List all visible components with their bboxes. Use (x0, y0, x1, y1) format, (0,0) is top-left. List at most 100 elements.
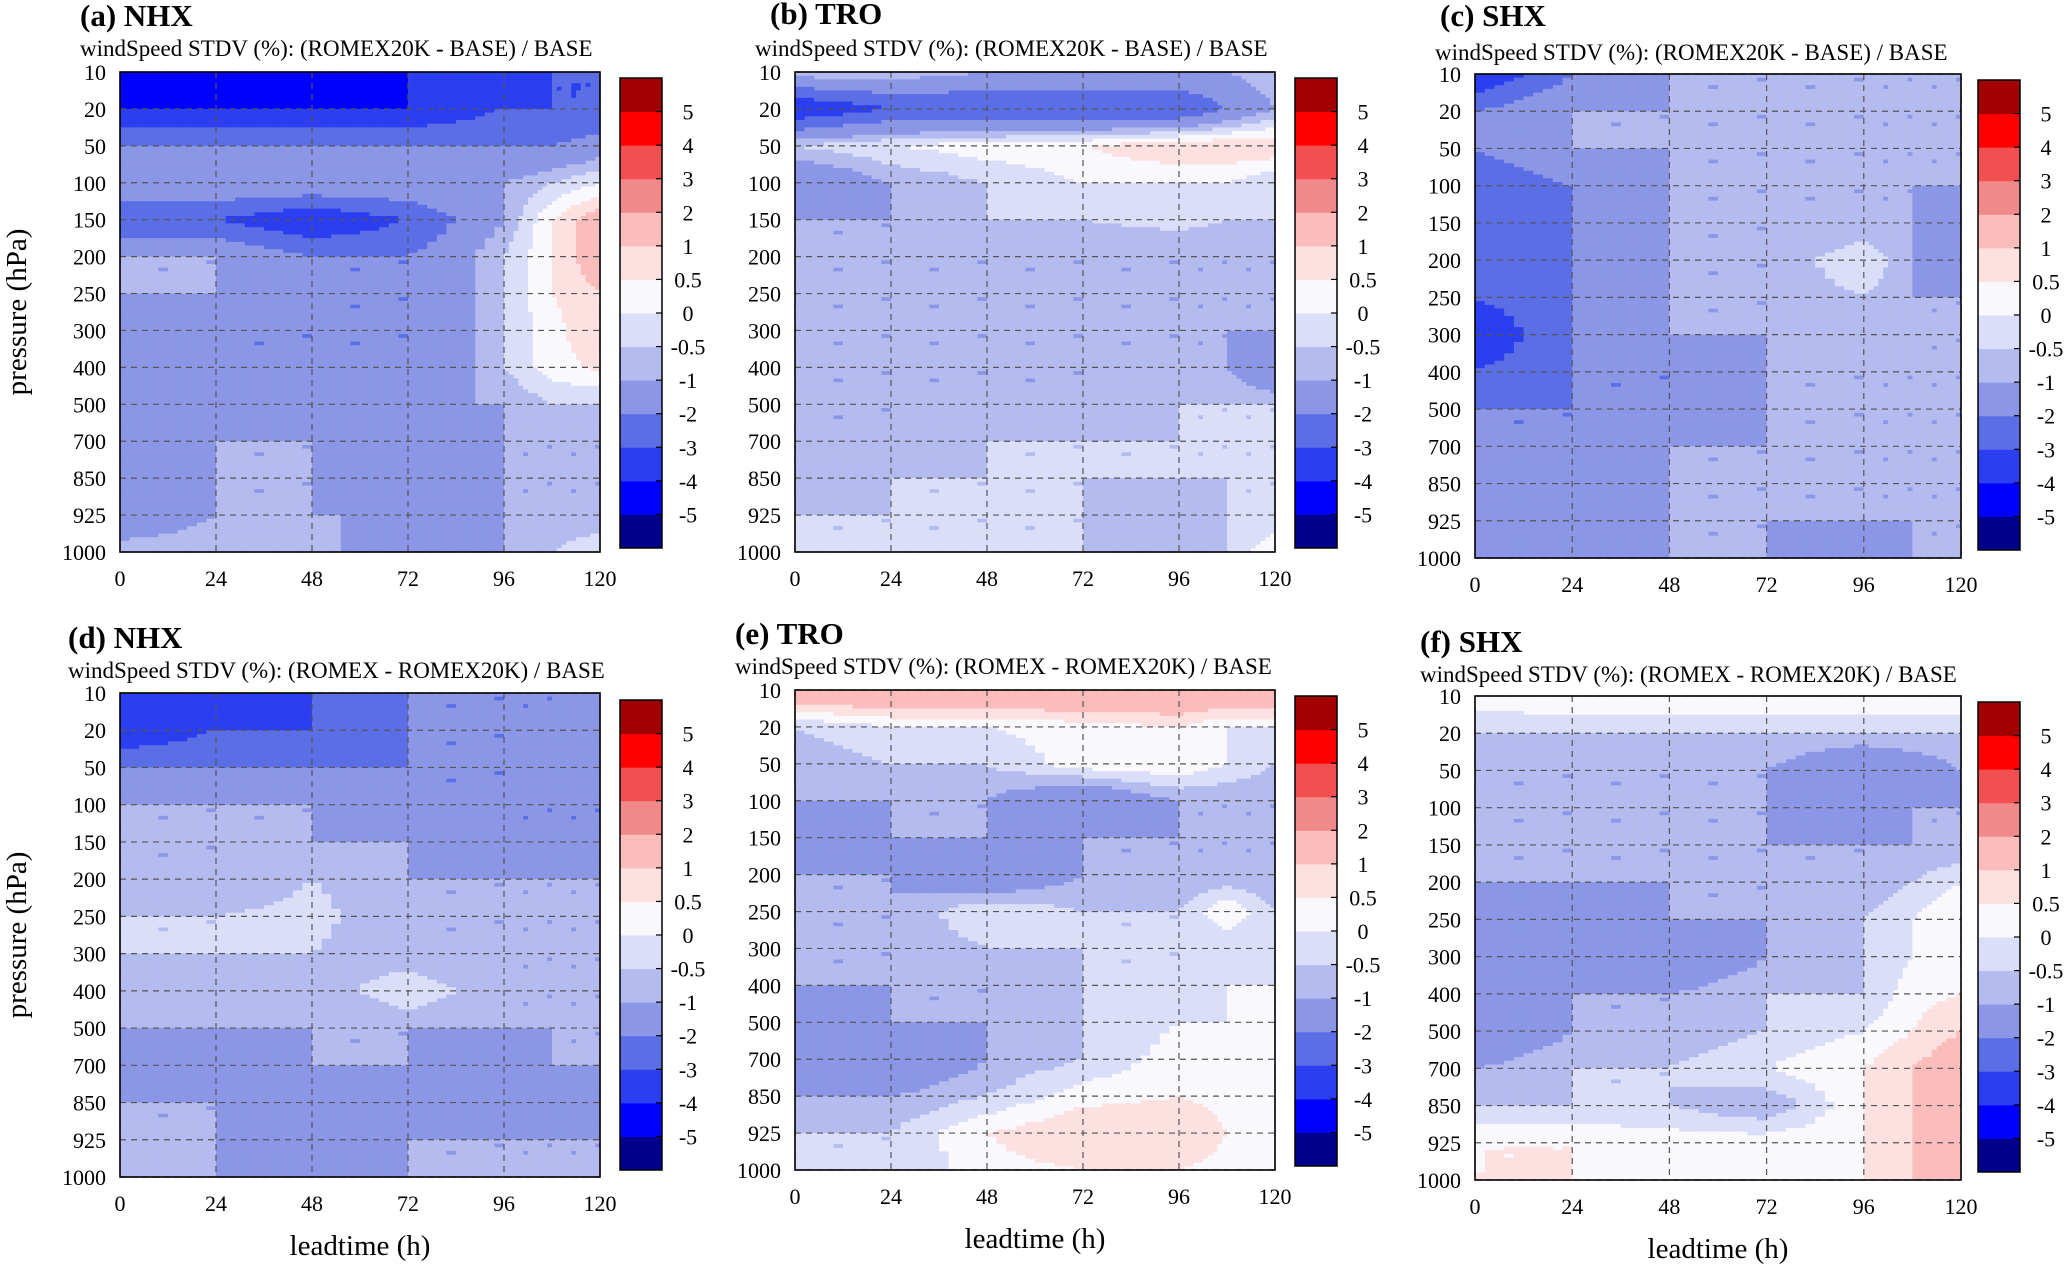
contour-cell (509, 164, 514, 168)
contour-cell (130, 79, 140, 83)
contour-cell (504, 205, 509, 209)
contour-cell (216, 109, 226, 113)
contour-cell (557, 260, 562, 264)
contour-cell (494, 83, 504, 87)
contour-cell (504, 279, 509, 283)
contour-cell (518, 153, 523, 157)
contour-cell (216, 353, 226, 357)
contour-cell (187, 316, 197, 320)
contour-cell (485, 135, 495, 139)
contour-cell (547, 223, 552, 227)
contour-cell (149, 238, 159, 242)
contour-cell (571, 227, 576, 231)
contour-cell (389, 113, 399, 117)
contour-cell (538, 138, 543, 142)
contour-cell (341, 301, 351, 305)
contour-cell (418, 312, 428, 316)
contour-cell (518, 301, 523, 305)
contour-cell (523, 116, 528, 120)
contour-cell (254, 312, 264, 316)
contour-cell (216, 386, 226, 390)
contour-cell (581, 164, 586, 168)
contour-cell (274, 201, 284, 205)
contour-cell (494, 353, 504, 357)
contour-cell (187, 205, 197, 209)
contour-cell (197, 161, 207, 165)
contour-cell (586, 345, 591, 349)
contour-cell (178, 164, 188, 168)
contour-cell (542, 168, 547, 172)
contour-cell (168, 90, 178, 94)
contour-cell (590, 124, 595, 128)
contour-cell (590, 242, 595, 246)
contour-cell (562, 138, 567, 142)
contour-cell (350, 175, 360, 179)
contour-cell (197, 316, 207, 320)
contour-cell (168, 286, 178, 290)
contour-cell (576, 157, 581, 161)
contour-cell (322, 297, 332, 301)
contour-cell (485, 282, 495, 286)
contour-cell (235, 342, 245, 346)
contour-cell (168, 390, 178, 394)
contour-cell (226, 234, 236, 238)
contour-cell (168, 116, 178, 120)
contour-cell (523, 194, 528, 198)
contour-cell (456, 90, 466, 94)
contour-cell (552, 286, 557, 290)
contour-cell (437, 330, 447, 334)
contour-cell (446, 223, 456, 227)
contour-cell (226, 113, 236, 117)
contour-cell (216, 157, 226, 161)
contour-cell (518, 242, 523, 246)
contour-cell (538, 146, 543, 150)
contour-cell (283, 94, 293, 98)
contour-cell (418, 116, 428, 120)
contour-cell (350, 323, 360, 327)
contour-cell (523, 312, 528, 316)
contour-cell (216, 153, 226, 157)
contour-cell (504, 223, 509, 227)
contour-cell (590, 79, 595, 83)
contour-cell (264, 305, 274, 309)
contour-cell (571, 172, 576, 176)
contour-cell (475, 76, 485, 80)
contour-cell (408, 308, 418, 312)
contour-cell (235, 146, 245, 150)
contour-cell (504, 127, 509, 131)
contour-cell (264, 360, 274, 364)
contour-cell (283, 393, 293, 397)
contour-cell (466, 212, 476, 216)
contour-cell (158, 246, 168, 250)
contour-cell (576, 172, 581, 176)
contour-cell (235, 330, 245, 334)
contour-cell (581, 353, 586, 357)
contour-cell (216, 371, 226, 375)
contour-cell (254, 198, 264, 202)
contour-cell (427, 279, 437, 283)
contour-cell (518, 164, 523, 168)
contour-cell (456, 135, 466, 139)
contour-cell (533, 198, 538, 202)
contour-cell (293, 120, 303, 124)
contour-cell (341, 150, 351, 154)
contour-cell (379, 79, 389, 83)
contour-cell (504, 257, 509, 261)
contour-cell (542, 353, 547, 357)
contour-cell (427, 234, 437, 238)
contour-cell (418, 201, 428, 205)
contour-cell (168, 198, 178, 202)
contour-cell (274, 94, 284, 98)
contour-cell (158, 201, 168, 205)
contour-cell (562, 353, 567, 357)
contour-cell (427, 223, 437, 227)
contour-cell (475, 349, 485, 353)
contour-cell (557, 223, 562, 227)
contour-cell (206, 382, 216, 386)
contour-cell (571, 268, 576, 272)
contour-cell (475, 198, 485, 202)
contour-cell (264, 260, 274, 264)
contour-cell (528, 157, 533, 161)
contour-cell (586, 194, 591, 198)
contour-cell (523, 87, 528, 91)
